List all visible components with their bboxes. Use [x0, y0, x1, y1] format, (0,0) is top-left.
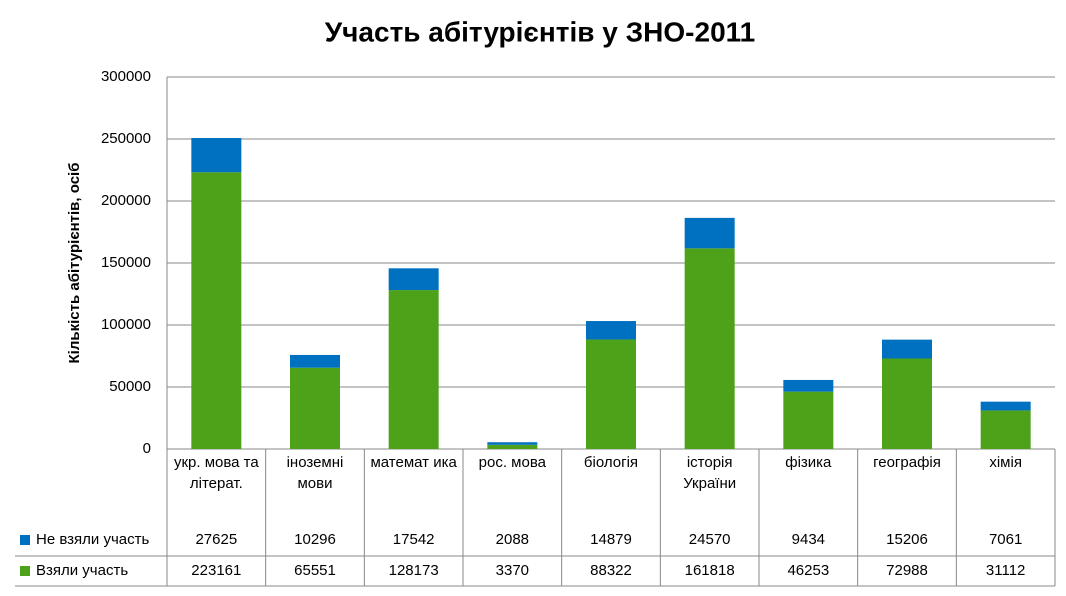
table-value: 88322 — [590, 562, 632, 579]
table-value: 9434 — [792, 531, 825, 548]
x-tick-label: рос. мова — [478, 454, 546, 471]
x-tick-label: фізика — [785, 454, 832, 471]
x-tick-label: укр. мова та літерат. — [173, 454, 259, 492]
bar — [290, 367, 340, 449]
y-tick-label: 250000 — [101, 130, 151, 147]
chart-title: Участь абітурієнтів у ЗНО-2011 — [325, 16, 756, 47]
table-value: 15206 — [886, 531, 928, 548]
table-value: 128173 — [389, 562, 439, 579]
bar — [783, 391, 834, 449]
bar — [191, 138, 242, 173]
bar — [980, 410, 1031, 449]
y-tick-label: 50000 — [109, 378, 151, 395]
y-tick-label: 100000 — [101, 316, 151, 333]
bar — [388, 268, 439, 291]
y-axis-title: Кількість абітурієнтів, осіб — [66, 163, 83, 364]
table-value: 46253 — [787, 562, 829, 579]
x-tick-label: іноземні мови — [286, 454, 344, 492]
bar — [882, 339, 932, 359]
table-value: 10296 — [294, 531, 336, 548]
bar — [684, 217, 735, 249]
y-tick-label: 150000 — [101, 254, 151, 271]
table-value: 27625 — [195, 531, 237, 548]
bar — [980, 401, 1031, 411]
y-tick-label: 0 — [143, 440, 151, 457]
table-value: 2088 — [496, 531, 529, 548]
table-value: 31112 — [986, 562, 1026, 579]
table-value: 161818 — [685, 562, 735, 579]
legend-label: Взяли участь — [36, 562, 128, 579]
y-tick-label: 300000 — [101, 68, 151, 85]
table-value: 7061 — [989, 531, 1022, 548]
bar — [388, 290, 439, 449]
x-tick-label: історія України — [683, 454, 737, 492]
x-tick-label: хімія — [989, 454, 1022, 471]
table-value: 3370 — [496, 562, 529, 579]
table-value: 17542 — [393, 531, 435, 548]
bar — [882, 358, 932, 449]
table-value: 14879 — [590, 531, 632, 548]
bar — [487, 442, 538, 445]
bar — [684, 248, 735, 449]
table-value: 65551 — [294, 562, 336, 579]
x-tick-label: біологія — [583, 454, 639, 471]
bar — [586, 321, 636, 340]
bar — [586, 339, 636, 449]
x-tick-label: географія — [873, 454, 941, 471]
bar — [290, 354, 340, 368]
legend-swatch — [20, 566, 30, 576]
y-tick-label: 200000 — [101, 192, 151, 209]
legend-label: Не взяли участь — [36, 531, 149, 548]
bar — [487, 444, 538, 449]
legend-swatch — [20, 535, 30, 545]
table-value: 72988 — [886, 562, 928, 579]
bar — [191, 172, 242, 449]
bar — [783, 379, 834, 392]
table-value: 24570 — [689, 531, 731, 548]
x-tick-label: математ ика — [370, 454, 457, 471]
table-value: 223161 — [191, 562, 241, 579]
